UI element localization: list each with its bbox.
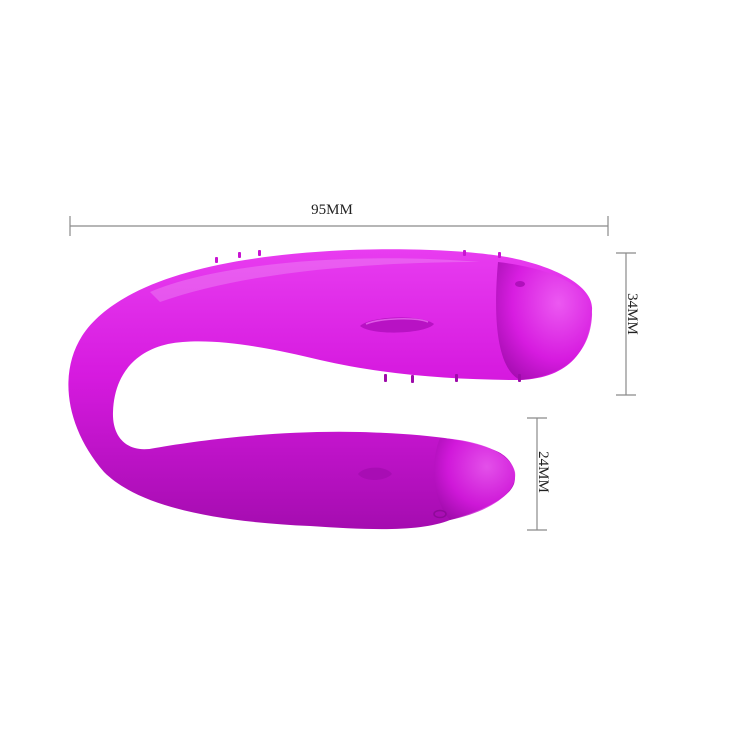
upper-height-dimension: 34MM xyxy=(616,253,640,395)
lower-head xyxy=(434,438,515,520)
upper-head-dot xyxy=(515,281,525,287)
product-shape xyxy=(68,249,592,529)
lower-height-label: 24MM xyxy=(535,451,551,493)
lower-height-dimension: 24MM xyxy=(527,418,551,530)
upper-head xyxy=(496,262,592,380)
upper-height-label: 34MM xyxy=(624,293,640,335)
width-label: 95MM xyxy=(311,202,353,218)
width-dimension: 95MM xyxy=(70,202,608,236)
